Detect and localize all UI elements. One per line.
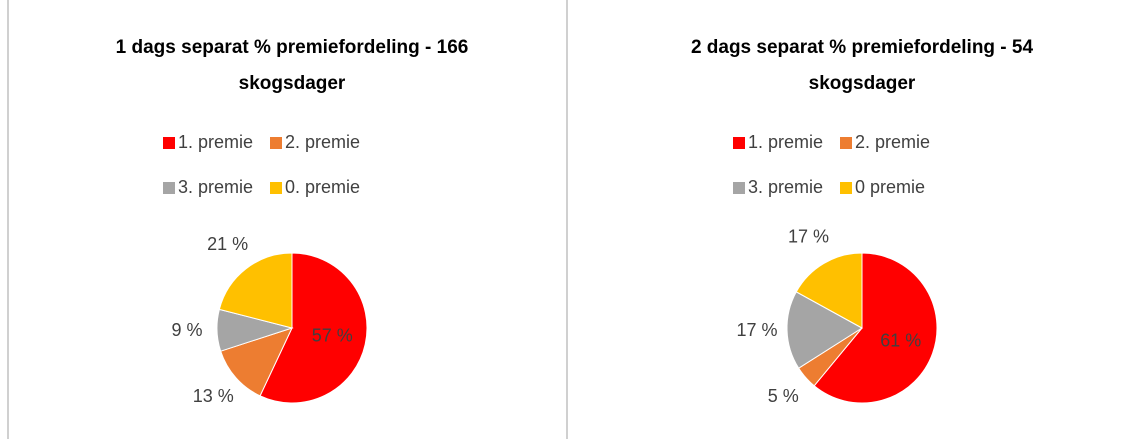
pie-slice [218, 252, 293, 329]
legend-label: 3. premie [748, 177, 823, 197]
data-label: 17 % [737, 320, 778, 340]
legend-swatch [163, 182, 175, 194]
legend-label: 3. premie [178, 177, 253, 197]
data-label: 9 % [172, 320, 203, 340]
pie-slice [813, 252, 938, 404]
data-label: 57 % [312, 326, 353, 346]
legend-swatch [840, 137, 852, 149]
pie-slice [786, 291, 863, 369]
legend-label: 1. premie [748, 132, 823, 152]
legend-swatch [270, 137, 282, 149]
data-label: 61 % [880, 331, 921, 351]
legend-label: 1. premie [178, 132, 253, 152]
legend-swatch [270, 182, 282, 194]
pie-slice [259, 252, 368, 404]
pie-slice [220, 327, 293, 397]
data-label: 5 % [768, 386, 799, 406]
data-label: 17 % [788, 226, 829, 246]
data-label: 21 % [207, 234, 248, 254]
legend-label: 0 premie [855, 177, 925, 197]
pie-slice [795, 252, 863, 329]
legend-swatch [733, 137, 745, 149]
legend-swatch [840, 182, 852, 194]
legend-label: 2. premie [285, 132, 360, 152]
chart-title: 1 dags separat % premiefordeling - 166 s… [115, 37, 469, 94]
legend-swatch [163, 137, 175, 149]
legend-swatch [733, 182, 745, 194]
chart-title: 2 dags separat % premiefordeling - 54 sk… [690, 37, 1034, 94]
legend-label: 0. premie [285, 177, 360, 197]
data-label: 13 % [193, 386, 234, 406]
legend-label: 2. premie [855, 132, 930, 152]
